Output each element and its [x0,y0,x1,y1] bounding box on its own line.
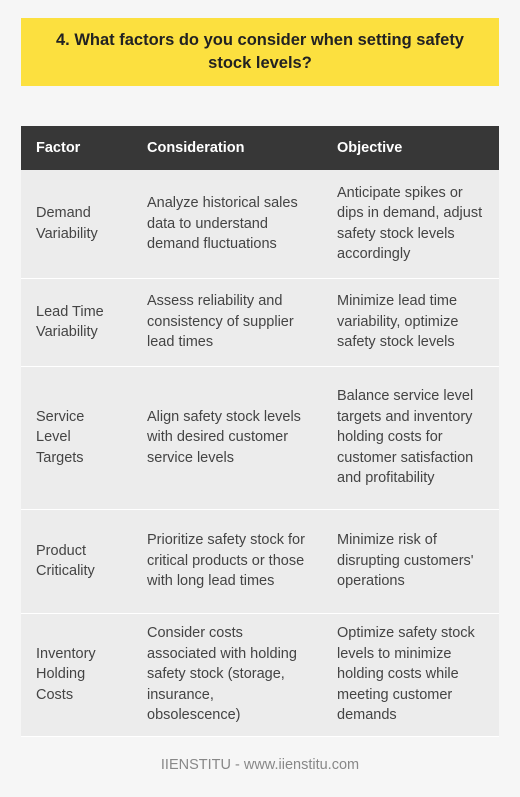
cell-consideration: Consider costs associated with holding s… [147,625,297,724]
header-objective: Objective [337,140,403,156]
table-row: Inventory Holding Costs Consider costs a… [21,613,499,736]
cell-consideration: Prioritize safety stock for critical pro… [147,532,305,590]
table-row: Product Criticality Prioritize safety st… [21,509,499,613]
table-row: Demand Variability Analyze historical sa… [21,170,499,278]
cell-consideration: Analyze historical sales data to underst… [147,195,298,252]
cell-objective: Optimize safety stock levels to minimize… [337,625,475,724]
footer-credit: IIENSTITU - www.iienstitu.com [160,757,360,773]
cell-objective: Minimize risk of disrupting customers' o… [337,532,474,590]
header-factor: Factor [36,140,81,156]
cell-factor: Service Level Targets [36,408,85,466]
cell-factor: Inventory Holding Costs [36,645,96,703]
header-consideration: Consideration [147,140,245,156]
cell-objective: Anticipate spikes or dips in demand, adj… [337,184,483,263]
title-banner: 4. What factors do you consider when set… [21,18,499,86]
cell-factor: Demand Variability [36,205,98,242]
cell-consideration: Assess reliability and consistency of su… [147,293,294,351]
cell-objective: Balance service level targets and invent… [337,388,474,487]
cell-factor: Product Criticality [36,542,95,580]
cell-objective: Minimize lead time variability, optimize… [337,293,459,351]
table-row: Lead Time Variability Assess reliability… [21,278,499,366]
table-row: Service Level Targets Align safety stock… [21,366,499,509]
cell-consideration: Align safety stock levels with desired c… [147,408,301,466]
table-header-row: Factor Consideration Objective [21,126,499,170]
page-title: 4. What factors do you consider when set… [56,31,464,72]
cell-factor: Lead Time Variability [36,303,104,341]
factors-table: Factor Consideration Objective Demand Va… [21,126,499,737]
